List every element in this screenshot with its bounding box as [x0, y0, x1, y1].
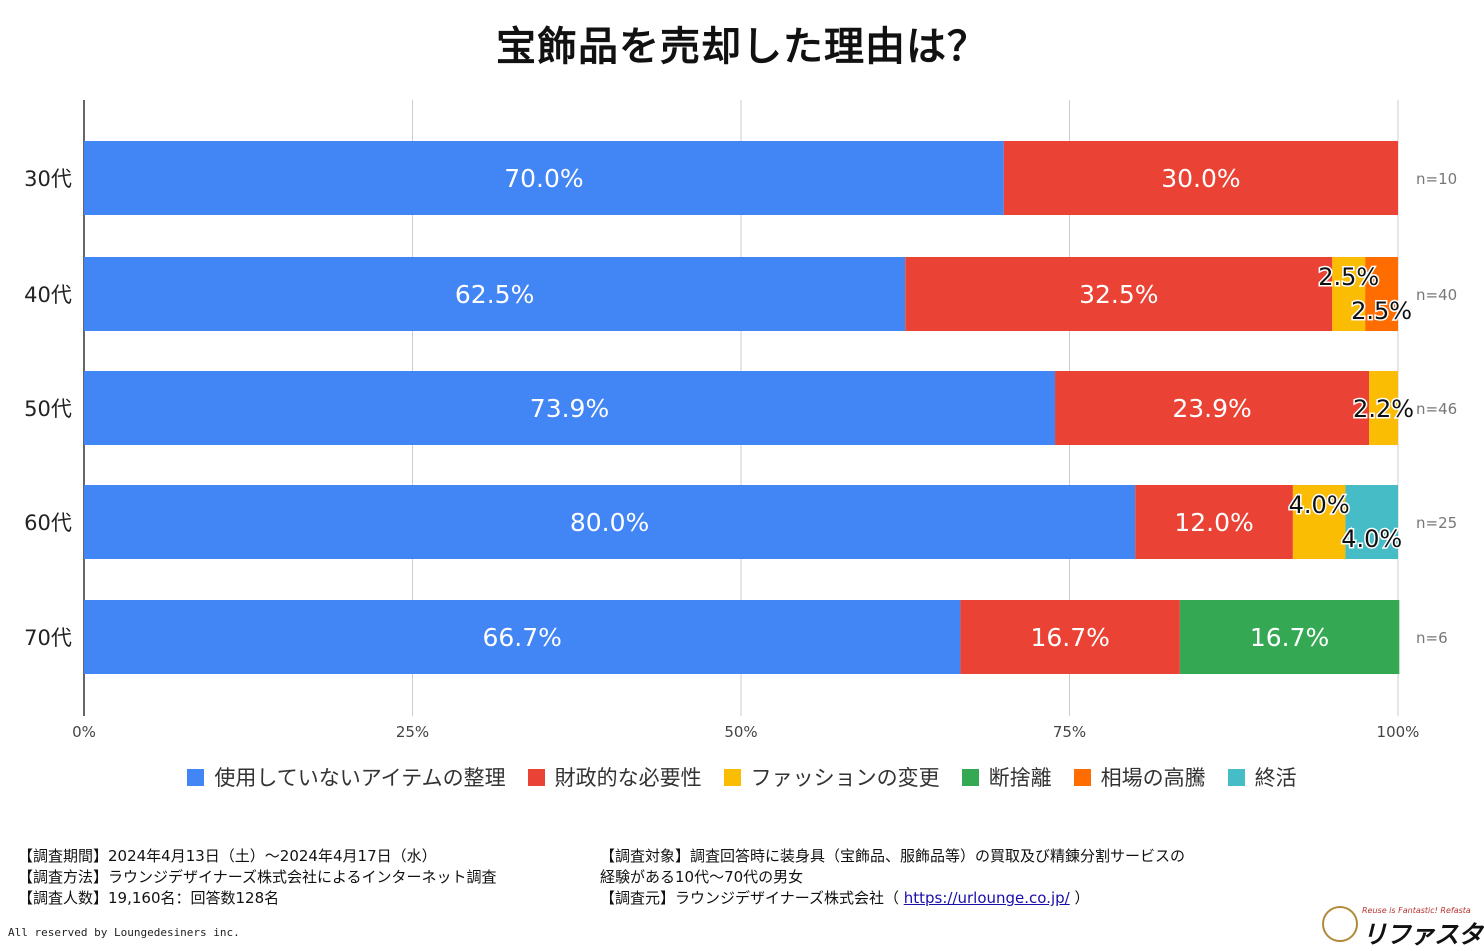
- sample-size-label: n=10: [1416, 170, 1457, 188]
- x-tick-label: 75%: [1053, 723, 1086, 741]
- category-label: 40代: [24, 283, 72, 307]
- legend-item: ファッションの変更: [723, 762, 940, 792]
- legend-swatch: [1227, 768, 1245, 786]
- category-label: 70代: [24, 626, 72, 650]
- data-label: 32.5%: [1079, 280, 1158, 309]
- survey-target-line1: 【調査対象】調査回答時に装身具（宝飾品、服飾品等）の買取及び精錬分割サービスの: [600, 847, 1186, 865]
- copyright-text: All reserved by Loungedesiners inc.: [8, 926, 240, 939]
- category-label: 60代: [24, 511, 72, 535]
- bar-segment: [1332, 257, 1366, 331]
- brand-tagline: Reuse is Fantastic! Refasta: [1362, 906, 1471, 915]
- survey-period: 【調査期間】2024年4月13日（土）～2024年4月17日（水）: [18, 847, 437, 865]
- bar-segment: [1345, 485, 1398, 559]
- bar-segment: [84, 371, 1056, 445]
- x-tick-label: 100%: [1377, 723, 1420, 741]
- survey-source-prefix: 【調査元】ラウンジデザイナーズ株式会社（: [600, 889, 904, 907]
- data-label: 12.0%: [1174, 508, 1253, 537]
- survey-source-link[interactable]: https://urlounge.co.jp/: [903, 889, 1070, 907]
- bar-segment: [905, 257, 1333, 331]
- legend-label: 使用していないアイテムの整理: [214, 766, 506, 790]
- survey-target-line2: 経験がある10代～70代の男女: [600, 868, 804, 886]
- data-label: 16.7%: [1030, 623, 1109, 652]
- data-label-small: 4.0%: [1341, 525, 1402, 553]
- legend-swatch: [527, 768, 545, 786]
- category-label: 30代: [24, 167, 72, 191]
- legend-swatch: [1073, 768, 1091, 786]
- data-label-small: 2.5%: [1351, 297, 1412, 325]
- legend-label: 断捨離: [988, 766, 1052, 790]
- x-tick-label: 50%: [724, 723, 757, 741]
- legend-label: 終活: [1254, 766, 1297, 790]
- brand-name: リファスタ: [1362, 920, 1483, 949]
- survey-source: 【調査元】ラウンジデザイナーズ株式会社（ https://urlounge.co…: [600, 888, 1185, 909]
- data-label-small: 2.5%: [1318, 263, 1379, 291]
- survey-notes-left: 【調査期間】2024年4月13日（土）～2024年4月17日（水） 【調査方法】…: [18, 846, 497, 909]
- bar-segment: [1055, 371, 1370, 445]
- x-tick-label: 25%: [396, 723, 429, 741]
- bar-segment: [1369, 371, 1398, 445]
- legend-swatch: [961, 768, 979, 786]
- legend-label: 財政的な必要性: [554, 766, 702, 790]
- sample-size-label: n=46: [1416, 400, 1457, 418]
- data-label: 23.9%: [1172, 394, 1251, 423]
- legend-item: 財政的な必要性: [527, 762, 702, 792]
- data-label: 70.0%: [504, 164, 583, 193]
- x-tick-label: 0%: [72, 723, 96, 741]
- chart-title: 宝飾品を売却した理由は？: [496, 24, 988, 70]
- bar-segment: [1365, 257, 1398, 331]
- survey-method: 【調査方法】ラウンジデザイナーズ株式会社によるインターネット調査: [18, 868, 497, 886]
- bar-segment: [1135, 485, 1293, 559]
- data-label: 66.7%: [483, 623, 562, 652]
- bar-segment: [84, 600, 961, 674]
- legend-label: ファッションの変更: [750, 766, 940, 790]
- bar-segment: [84, 141, 1004, 215]
- bar-segment: [84, 257, 906, 331]
- category-label: 50代: [24, 397, 72, 421]
- sample-size-label: n=25: [1416, 514, 1457, 532]
- chart-legend: 使用していないアイテムの整理 財政的な必要性 ファッションの変更 断捨離 相場の高騰 終活: [0, 762, 1484, 792]
- legend-swatch: [723, 768, 741, 786]
- data-label-small: 2.2%: [1353, 395, 1414, 423]
- survey-source-suffix: ）: [1069, 889, 1090, 907]
- brand-logo: Reuse is Fantastic! Refasta リファスタ: [1322, 904, 1483, 949]
- bar-segment: [960, 600, 1180, 674]
- legend-item: 相場の高騰: [1073, 762, 1206, 792]
- bar-segment: [1003, 141, 1398, 215]
- legend-item: 使用していないアイテムの整理: [187, 762, 506, 792]
- sample-size-label: n=40: [1416, 286, 1457, 304]
- legend-swatch: [187, 768, 205, 786]
- data-label: 30.0%: [1161, 164, 1240, 193]
- bar-chart: 0% 25% 50% 75% 100% 30代 70.0% 30.0% n=10 40代 62.5%…: [24, 100, 1457, 741]
- sample-size-label: n=6: [1416, 629, 1448, 647]
- data-label-small: 4.0%: [1289, 491, 1350, 519]
- data-label: 16.7%: [1250, 623, 1329, 652]
- data-label: 80.0%: [570, 508, 649, 537]
- legend-item: 終活: [1227, 762, 1297, 792]
- data-label: 62.5%: [455, 280, 534, 309]
- bar-segment: [84, 485, 1136, 559]
- bar-segment: [1292, 485, 1346, 559]
- data-label: 73.9%: [530, 394, 609, 423]
- crown-emblem-icon: [1322, 906, 1358, 942]
- legend-item: 断捨離: [961, 762, 1052, 792]
- survey-notes-right: 【調査対象】調査回答時に装身具（宝飾品、服飾品等）の買取及び精錬分割サービスの …: [600, 846, 1185, 909]
- legend-label: 相場の高騰: [1100, 766, 1206, 790]
- survey-respondents: 【調査人数】19,160名：回答数128名: [18, 889, 280, 907]
- bar-segment: [1179, 600, 1400, 674]
